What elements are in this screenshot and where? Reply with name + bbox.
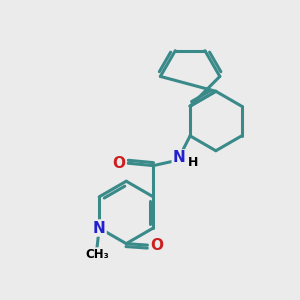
- Text: O: O: [150, 238, 163, 253]
- Text: H: H: [188, 156, 198, 169]
- Text: N: N: [93, 220, 106, 236]
- Text: N: N: [173, 150, 185, 165]
- Text: O: O: [112, 156, 126, 171]
- Text: CH₃: CH₃: [85, 248, 109, 261]
